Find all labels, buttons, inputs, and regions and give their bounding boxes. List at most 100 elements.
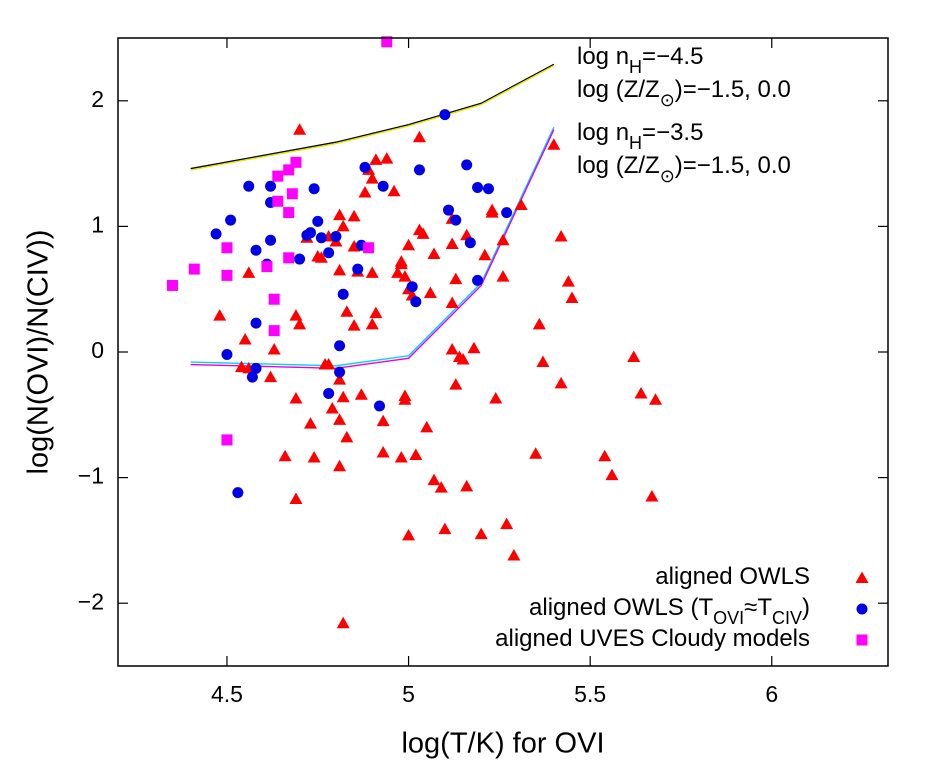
y-tick-label: 0: [91, 337, 104, 363]
triangle-point: [289, 492, 303, 504]
x-tick-label: 4.5: [211, 681, 243, 707]
x-axis-title: log(T/K) for OVI: [401, 728, 604, 760]
square-point: [272, 170, 284, 182]
triangle-point: [489, 391, 503, 404]
model-curve: [190, 65, 555, 171]
circle-point: [305, 227, 316, 239]
square-point: [283, 252, 295, 264]
square-point: [381, 36, 393, 48]
circle-point: [377, 180, 389, 192]
triangle-point: [645, 489, 659, 502]
triangle-point: [369, 306, 383, 319]
triangle-point: [314, 251, 328, 263]
triangle-point: [293, 123, 307, 135]
triangle-point: [394, 451, 408, 463]
circle-point: [243, 180, 255, 192]
x-tick-label: 5.5: [574, 681, 606, 707]
triangle-point: [507, 548, 521, 561]
triangle-point: [347, 319, 361, 331]
triangle-point: [234, 360, 248, 373]
triangle-point: [529, 447, 543, 459]
triangle-point: [289, 309, 303, 321]
triangle-point: [412, 130, 426, 143]
model-curve: [190, 129, 555, 370]
triangle-point: [333, 208, 347, 221]
triangle-point: [409, 448, 423, 460]
triangle-point: [554, 229, 568, 242]
annotation: log nH=−4.5: [577, 43, 703, 76]
circle-point: [323, 387, 335, 399]
y-axis-title: log(N(OVI)/N(CIV)): [23, 230, 55, 475]
triangle-point: [449, 378, 463, 390]
annotation: log (Z/Z⊙)=−1.5, 0.0: [577, 76, 791, 109]
circle-point: [330, 230, 342, 242]
triangle-point: [354, 388, 368, 400]
triangle-point: [547, 138, 561, 150]
legend-label: aligned OWLS (TOVI≈TCIV): [529, 594, 810, 627]
annotation-part: ⊙: [660, 90, 675, 110]
triangle-point: [627, 350, 641, 363]
triangle-point: [514, 198, 528, 211]
triangle-point: [598, 449, 612, 462]
square-point: [221, 269, 233, 281]
square-point: [363, 242, 375, 254]
triangle-point: [554, 376, 568, 389]
circle-point: [250, 244, 262, 256]
square-point: [272, 195, 284, 207]
triangle-point: [333, 373, 347, 385]
triangle-point: [565, 291, 579, 303]
triangle-point: [376, 414, 390, 427]
triangle-point: [307, 451, 321, 463]
triangle-point: [485, 206, 499, 218]
circle-point: [323, 247, 335, 259]
triangle-point: [561, 275, 575, 287]
circle-point: [232, 487, 244, 499]
square-point: [166, 279, 178, 291]
circle-point: [359, 161, 371, 173]
triangle-point: [289, 391, 303, 404]
circle-point: [265, 180, 277, 192]
circle-point: [265, 234, 277, 246]
circle-point: [334, 366, 346, 378]
square-point: [290, 156, 302, 168]
triangle-point: [402, 528, 416, 541]
legend-label: aligned OWLS: [655, 563, 810, 590]
square-point: [261, 261, 273, 273]
circle-point: [315, 232, 327, 244]
triangle-point: [532, 317, 546, 330]
annotation-part: =−3.5: [642, 119, 703, 146]
triangle-point: [333, 263, 347, 276]
triangle-point: [322, 358, 336, 370]
circle-point: [374, 400, 386, 412]
circle-point: [250, 317, 262, 329]
triangle-point: [304, 417, 317, 429]
triangle-point: [336, 219, 350, 232]
annotation-part: )=−1.5, 0.0: [675, 76, 791, 103]
circle-point: [472, 274, 484, 286]
circle-point: [472, 181, 484, 193]
triangle-point: [634, 386, 648, 399]
circle-point: [439, 109, 451, 121]
triangle-point: [500, 517, 514, 530]
triangle-point: [449, 272, 463, 285]
square-point: [221, 242, 233, 254]
triangle-point: [267, 342, 281, 355]
triangle-point: [376, 445, 390, 458]
triangle-point: [467, 341, 481, 354]
circle-point: [246, 371, 258, 383]
annotation: log nH=−3.5: [577, 119, 703, 152]
triangle-point: [387, 184, 401, 197]
square-point: [221, 434, 233, 446]
triangle-point: [605, 468, 619, 481]
circle-point: [501, 207, 513, 219]
triangle-point: [427, 473, 441, 486]
y-tick-label: −1: [78, 463, 104, 489]
triangle-point: [649, 393, 663, 405]
circle-point: [312, 215, 324, 227]
triangle-point: [264, 370, 278, 383]
triangle-point: [438, 522, 452, 535]
triangle-point: [855, 571, 869, 583]
triangle-point: [391, 266, 405, 278]
legend-label-part: aligned UVES Cloudy models: [495, 625, 810, 652]
